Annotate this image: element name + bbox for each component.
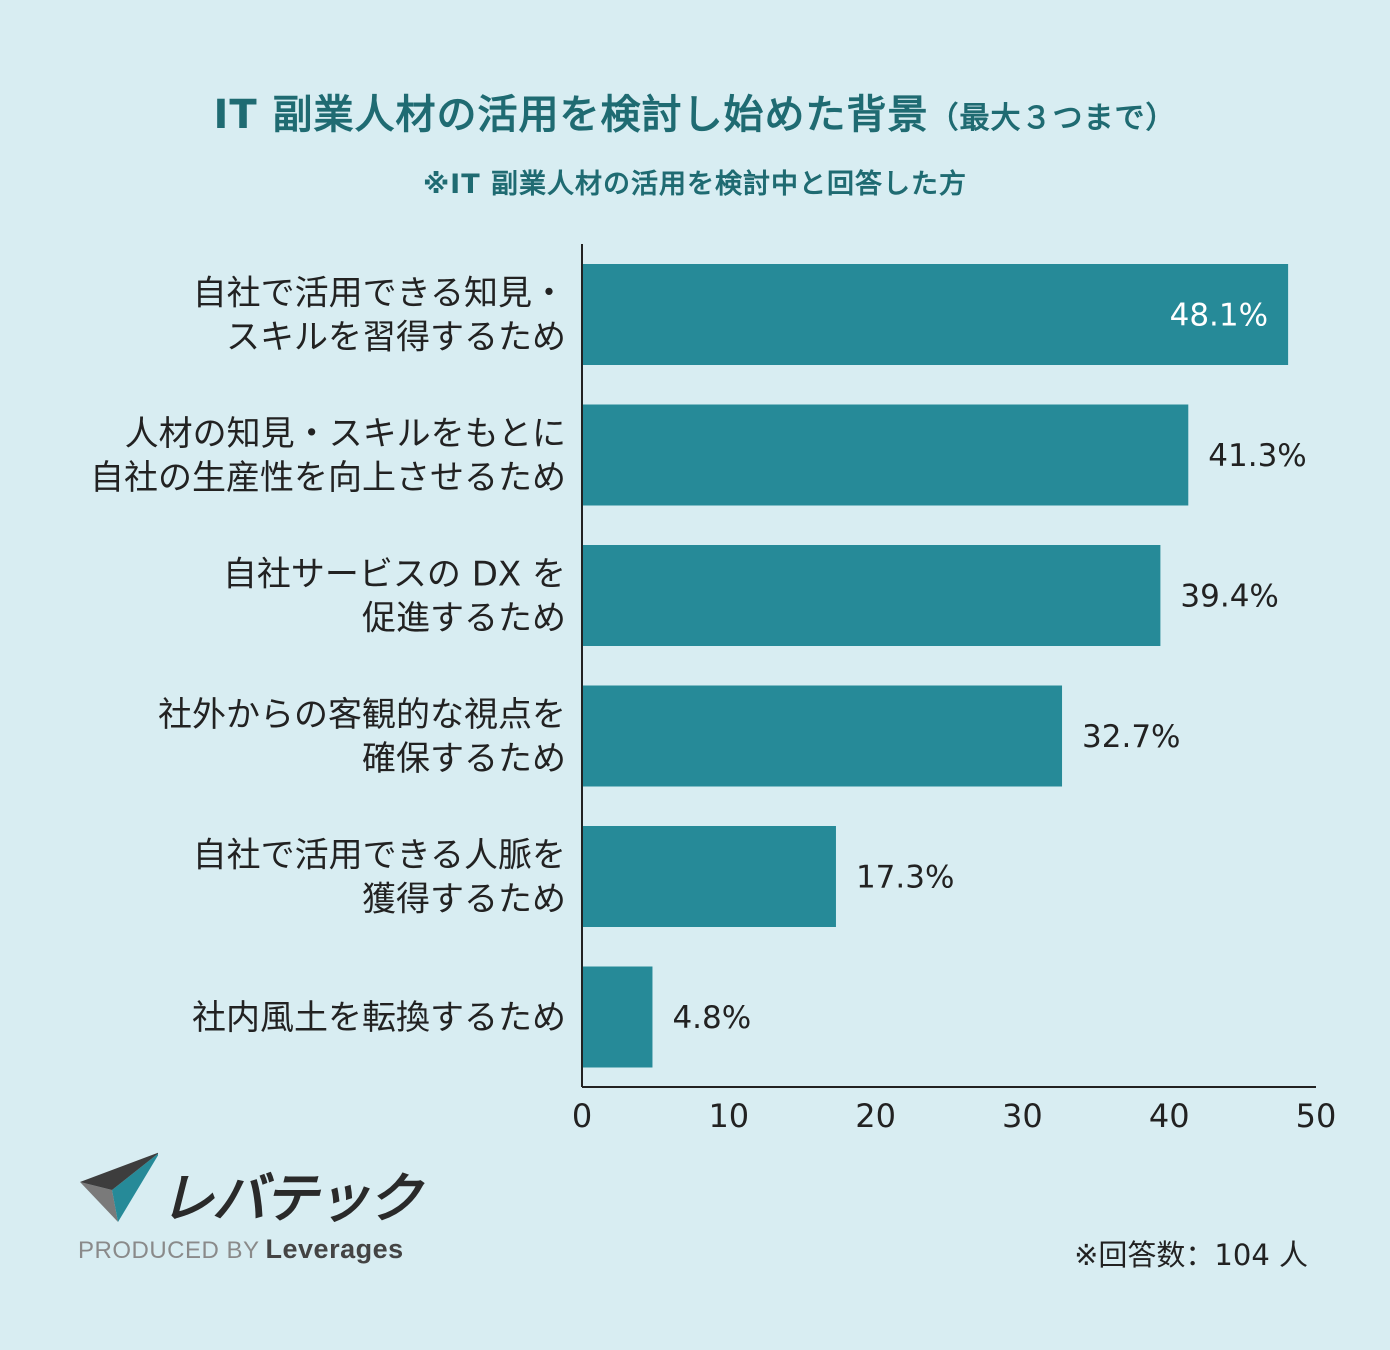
- category-label: 獲得するため: [362, 880, 566, 920]
- produced-by: PRODUCED BY Leverages: [78, 1234, 404, 1265]
- chart-title-main: IT 副業人材の活用を検討し始めた背景: [213, 92, 929, 138]
- checkmark-logo-icon: [80, 1152, 158, 1222]
- bar-value-label: 48.1%: [1170, 298, 1268, 334]
- bar: [582, 966, 653, 1068]
- category-label: 自社で活用できる人脈を: [193, 836, 566, 876]
- bar-chart: 48.1% 自社で活用できる知見・スキルを習得するため 41.3% 人材の知見・スキル…: [90, 244, 1337, 1135]
- bar-value-label: 4.8%: [672, 1000, 751, 1036]
- category-label: 自社の生産性を向上させるため: [90, 458, 566, 498]
- category-label: スキルを習得するため: [226, 318, 566, 358]
- bar: [582, 264, 1289, 365]
- bar-value-label: 41.3%: [1208, 438, 1306, 474]
- produced-by-label: PRODUCED BY: [78, 1237, 260, 1264]
- x-tick-label: 50: [1296, 1097, 1337, 1135]
- brand-name: Leverages: [265, 1234, 404, 1264]
- category-label: 自社サービスの DX を: [223, 555, 566, 595]
- levtech-logo: レバテック PRODUCED BY Leverages: [78, 1150, 438, 1270]
- x-tick-label: 20: [855, 1097, 896, 1135]
- logo-text: レバテック: [160, 1167, 422, 1230]
- category-label: 社内風土を転換するため: [192, 998, 566, 1038]
- chart-subtitle: ※IT 副業人材の活用を検討中と回答した方: [422, 169, 968, 200]
- bar-value-label: 39.4%: [1180, 579, 1278, 615]
- chart-title-suffix: （最大３つまで）: [928, 101, 1177, 136]
- x-tick-label: 30: [1002, 1097, 1043, 1135]
- chart-title: IT 副業人材の活用を検討し始めた背景（最大３つまで）: [0, 82, 1390, 140]
- category-label: 促進するため: [362, 599, 566, 639]
- response-count-note: ※回答数：104 人: [1074, 1238, 1308, 1272]
- category-label: 確保するため: [362, 739, 566, 779]
- bar: [582, 685, 1063, 787]
- bar: [582, 826, 836, 927]
- x-tick-label: 0: [572, 1097, 592, 1135]
- x-tick-label: 40: [1149, 1097, 1190, 1135]
- category-label: 自社で活用できる知見・: [193, 274, 566, 314]
- category-label: 人材の知見・スキルをもとに: [125, 414, 566, 454]
- x-tick-label: 10: [708, 1097, 749, 1135]
- category-label: 社外からの客観的な視点を: [158, 695, 566, 735]
- bar-value-label: 17.3%: [856, 860, 954, 896]
- bar: [582, 545, 1161, 646]
- bar-value-label: 32.7%: [1082, 719, 1180, 755]
- bar: [582, 404, 1189, 506]
